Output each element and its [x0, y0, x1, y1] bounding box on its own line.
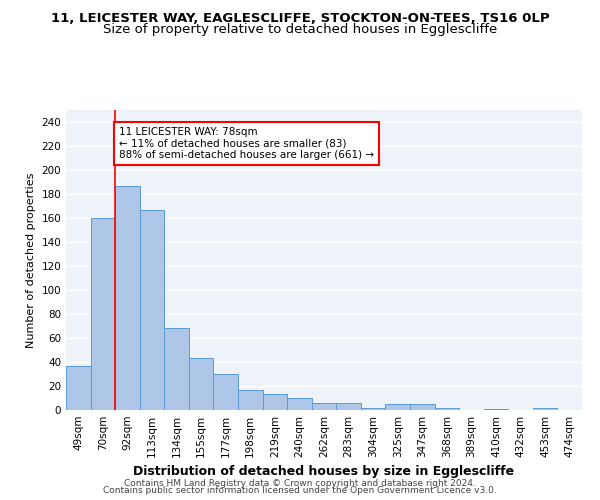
Bar	[140, 210, 164, 410]
Bar	[238, 390, 263, 410]
Bar	[66, 366, 91, 410]
Bar	[164, 328, 189, 410]
X-axis label: Distribution of detached houses by size in Egglescliffe: Distribution of detached houses by size …	[133, 466, 515, 478]
Bar	[361, 408, 385, 410]
Bar	[410, 404, 434, 410]
Bar	[287, 398, 312, 410]
Bar	[533, 408, 557, 410]
Bar	[91, 218, 115, 410]
Bar	[263, 394, 287, 410]
Bar	[189, 358, 214, 410]
Bar	[115, 186, 140, 410]
Text: Contains HM Land Registry data © Crown copyright and database right 2024.: Contains HM Land Registry data © Crown c…	[124, 478, 476, 488]
Text: 11, LEICESTER WAY, EAGLESCLIFFE, STOCKTON-ON-TEES, TS16 0LP: 11, LEICESTER WAY, EAGLESCLIFFE, STOCKTO…	[50, 12, 550, 26]
Bar	[336, 403, 361, 410]
Text: Contains public sector information licensed under the Open Government Licence v3: Contains public sector information licen…	[103, 486, 497, 495]
Bar	[385, 404, 410, 410]
Bar	[214, 374, 238, 410]
Bar	[484, 409, 508, 410]
Bar	[434, 408, 459, 410]
Text: Size of property relative to detached houses in Egglescliffe: Size of property relative to detached ho…	[103, 22, 497, 36]
Y-axis label: Number of detached properties: Number of detached properties	[26, 172, 36, 348]
Text: 11 LEICESTER WAY: 78sqm
← 11% of detached houses are smaller (83)
88% of semi-de: 11 LEICESTER WAY: 78sqm ← 11% of detache…	[119, 127, 374, 160]
Bar	[312, 403, 336, 410]
